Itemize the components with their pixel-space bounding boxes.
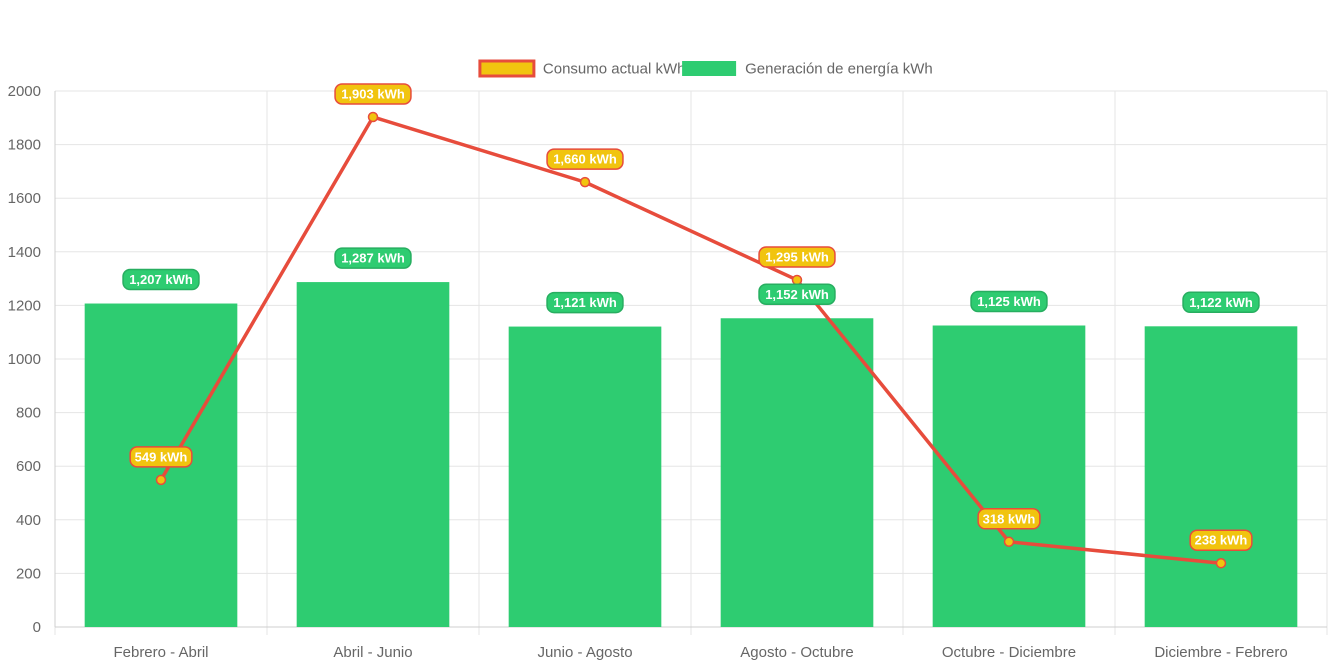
line-data-label-box <box>129 446 193 468</box>
bar <box>296 282 450 627</box>
line-data-label-box <box>546 148 624 170</box>
bar-data-label: 1,121 kWh <box>553 295 617 310</box>
bar-data-label: 1,122 kWh <box>1189 295 1253 310</box>
line-data-label: 318 kWh <box>983 511 1036 526</box>
x-tick-label: Octubre - Diciembre <box>942 644 1076 661</box>
line-data-label: 549 kWh <box>135 449 188 464</box>
bar-data-label: 1,287 kWh <box>341 251 405 266</box>
y-tick-label: 1800 <box>8 137 41 154</box>
line-series <box>159 115 1222 565</box>
line-data-label-box <box>758 246 836 268</box>
bar <box>508 326 662 627</box>
x-tick-label: Diciembre - Febrero <box>1154 644 1287 661</box>
bar-data-label: 1,207 kWh <box>129 272 193 287</box>
line-point <box>367 111 379 123</box>
legend-swatch-generacion[interactable] <box>682 61 737 76</box>
line-point <box>579 176 591 188</box>
y-tick-label: 600 <box>16 458 41 475</box>
bar-data-label: 1,125 kWh <box>977 294 1041 309</box>
bar <box>1144 326 1298 627</box>
bar-data-label-box <box>546 291 624 314</box>
y-tick-label: 1600 <box>8 190 41 207</box>
legend-swatch-consumo[interactable] <box>478 59 536 78</box>
bar <box>720 318 874 627</box>
line-point <box>155 474 167 486</box>
bar-data-label: 1,152 kWh <box>765 287 829 302</box>
y-tick-label: 2000 <box>8 83 41 100</box>
x-tick-label: Agosto - Octubre <box>740 644 853 661</box>
line-data-label: 238 kWh <box>1195 533 1248 548</box>
x-tick-label: Abril - Junio <box>333 644 412 661</box>
y-tick-label: 400 <box>16 512 41 529</box>
x-tick-label: Junio - Agosto <box>537 644 632 661</box>
y-tick-label: 1200 <box>8 297 41 314</box>
line-data-label-box <box>1189 529 1253 551</box>
line-point <box>791 274 803 286</box>
y-tick-label: 200 <box>16 565 41 582</box>
y-tick-label: 800 <box>16 405 41 422</box>
y-tick-label: 1400 <box>8 244 41 261</box>
y-tick-label: 1000 <box>8 351 41 368</box>
bar-data-label-box <box>1182 291 1260 314</box>
bar-data-label-box <box>334 247 412 269</box>
line-data-label: 1,660 kWh <box>553 152 617 167</box>
line-data-label-box <box>334 83 412 105</box>
line-point <box>1215 557 1227 569</box>
x-tick-label: Febrero - Abril <box>113 644 208 661</box>
legend-label-generacion[interactable]: Generación de energía kWh <box>745 61 933 78</box>
line-data-label-box <box>977 508 1041 530</box>
line-data-label: 1,295 kWh <box>765 249 829 264</box>
bar-data-label-box <box>122 268 200 291</box>
y-tick-label: 0 <box>33 619 41 636</box>
line-data-label: 1,903 kWh <box>341 86 405 101</box>
line-point <box>1003 536 1015 548</box>
legend-label-consumo[interactable]: Consumo actual kWh <box>543 61 686 78</box>
bar-data-label-box <box>970 290 1048 313</box>
bar-data-label-box <box>758 283 836 306</box>
